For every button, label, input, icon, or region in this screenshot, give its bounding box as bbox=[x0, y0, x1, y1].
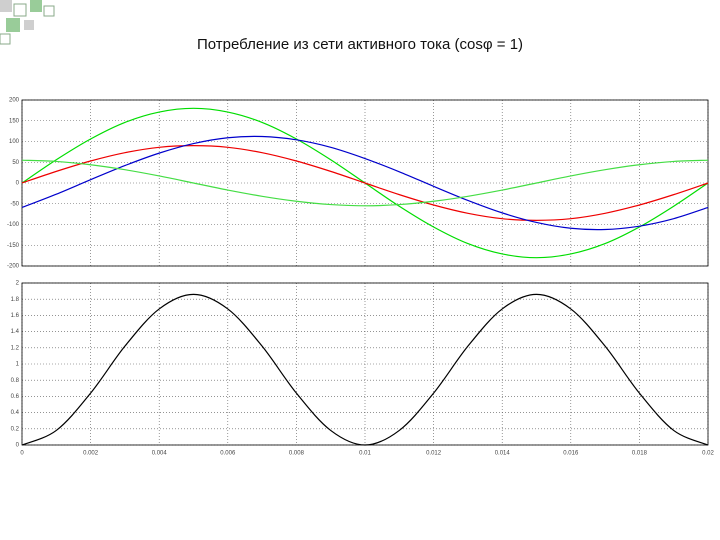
y-tick-label: 0 bbox=[16, 443, 20, 449]
y-tick-label: -50 bbox=[10, 201, 19, 207]
x-tick-label: 0.006 bbox=[220, 451, 236, 457]
y-tick-label: 0.4 bbox=[11, 410, 20, 416]
y-tick-label: -150 bbox=[7, 243, 20, 249]
x-tick-label: 0.008 bbox=[289, 451, 305, 457]
y-tick-label: 1.4 bbox=[11, 329, 20, 335]
x-tick-label: 0.018 bbox=[632, 451, 648, 457]
series-line bbox=[21, 135, 709, 231]
decoration bbox=[0, 0, 55, 45]
y-tick-label: 0.8 bbox=[11, 378, 20, 384]
y-tick-label: 1.6 bbox=[11, 313, 20, 319]
y-tick-label: 100 bbox=[9, 139, 20, 145]
y-tick-label: -100 bbox=[7, 222, 20, 228]
x-tick-label: 0.01 bbox=[359, 451, 371, 457]
y-tick-label: 1.8 bbox=[11, 297, 20, 303]
y-tick-label: 1 bbox=[16, 362, 20, 368]
y-tick-label: 150 bbox=[9, 118, 20, 124]
y-tick-label: 1.2 bbox=[11, 345, 20, 351]
x-tick-label: 0.002 bbox=[83, 451, 99, 457]
y-tick-label: 50 bbox=[12, 160, 19, 166]
y-tick-label: 200 bbox=[9, 98, 20, 104]
y-tick-label: 0.6 bbox=[11, 394, 20, 400]
y-tick-label: 0 bbox=[16, 181, 20, 187]
x-tick-label: 0.004 bbox=[152, 451, 168, 457]
x-tick-label: 0.016 bbox=[563, 451, 579, 457]
slide-title: Потребление из сети активного тока (cosφ… bbox=[197, 36, 523, 53]
x-tick-label: 0.012 bbox=[426, 451, 442, 457]
y-tick-label: -200 bbox=[7, 264, 20, 270]
x-tick-label: 0 bbox=[20, 451, 24, 457]
y-tick-label: 2 bbox=[16, 281, 20, 287]
y-tick-label: 0.2 bbox=[11, 426, 20, 432]
x-tick-label: 0.02 bbox=[702, 451, 714, 457]
series-line bbox=[21, 159, 709, 207]
series-line bbox=[21, 293, 709, 446]
series-line bbox=[21, 145, 709, 221]
x-tick-label: 0.014 bbox=[495, 451, 511, 457]
